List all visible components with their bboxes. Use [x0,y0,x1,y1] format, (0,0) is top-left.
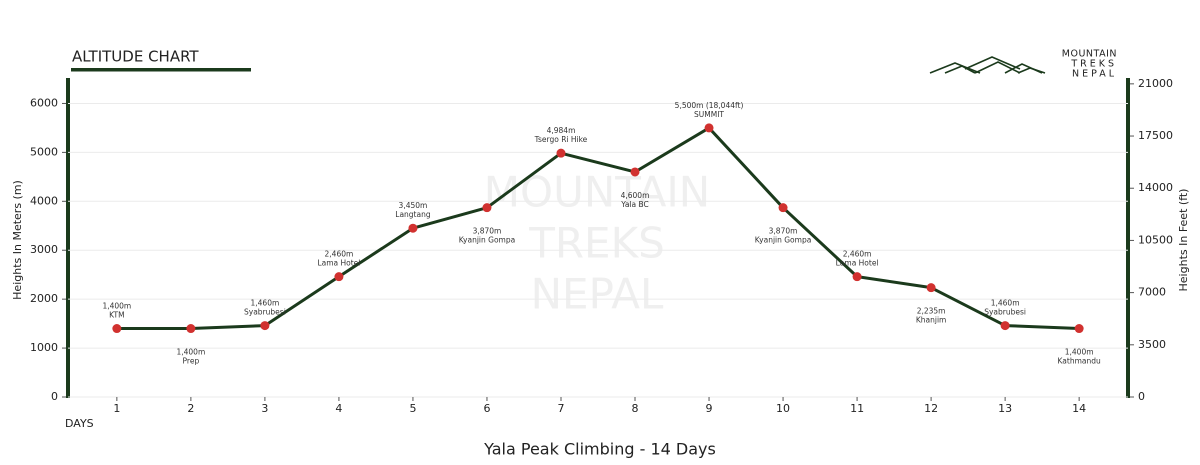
y-tick-label: 6000 [30,96,58,109]
point-label: Langtang [395,210,431,219]
data-point [260,321,270,331]
y-tick-label: 4000 [30,194,58,207]
data-point [186,324,196,334]
value-label: 2,460m [843,250,872,259]
y2-axis-label: Heights In Feet (ft) [1177,189,1190,292]
watermark-text: MOUNTAIN [484,168,710,217]
y-tick-label: 5000 [30,145,58,158]
title-underline [71,68,251,72]
y2-tick-label: 21000 [1138,77,1173,90]
point-label: Kyanjin Gompa [755,236,812,245]
value-label: 4,600m [621,191,650,200]
brand-line: TREKS [1070,59,1117,70]
data-point [482,203,492,213]
y-axis-label: Heights In Meters (m) [11,180,24,300]
logo-mountains [929,56,1046,74]
point-label: Kathmandu [1058,357,1101,366]
value-label: 1,460m [991,299,1020,308]
point-label: SUMMIT [694,110,724,119]
y2-tick-label: 7000 [1138,286,1166,299]
series-line [116,126,1080,331]
brand-line: NEPAL [1072,69,1117,80]
y2-tick-label: 14000 [1138,181,1173,194]
watermark-text: NEPAL [531,270,664,319]
x-tick-label: 5 [409,402,416,415]
value-label: 2,460m [325,250,354,259]
value-label: 2,235m [917,307,946,316]
y2-tick-label: 17500 [1138,129,1173,142]
x-tick-label: 2 [187,402,194,415]
value-label: 5,500m (18,044ft) [675,101,744,110]
y-tick-label: 2000 [30,292,58,305]
brand-line: MOUNTAIN [1062,49,1117,60]
x-tick-label: 13 [998,402,1012,415]
point-label: Lama Hotel [317,259,360,268]
x-tick-label: 11 [850,402,864,415]
y-tick-label: 3000 [30,243,58,256]
point-label: Kyanjin Gompa [459,236,516,245]
data-point [852,272,862,282]
y2-tick-label: 3500 [1138,338,1166,351]
y2-tick-label: 0 [1138,390,1145,403]
data-point [556,148,566,158]
x-tick-label: 1 [113,402,120,415]
x-tick-label: 9 [706,402,713,415]
data-point [630,167,640,177]
point-label: Yala BC [620,200,648,209]
chart-subtitle: Yala Peak Climbing - 14 Days [483,440,716,459]
x-tick-label: 14 [1072,402,1086,415]
right-axis-bar [1126,78,1130,398]
y-tick-label: 0 [51,390,58,403]
left-axis-bar [66,78,70,398]
point-label: Syabrubesi [984,308,1026,317]
point-label: Prep [183,357,200,366]
value-label: 3,870m [473,227,502,236]
y-tick-label: 1000 [30,341,58,354]
point-label: Lama Hotel [836,259,879,268]
point-label: Tsergo Ri Hike [534,135,588,144]
x-tick-label: 4 [335,402,342,415]
x-axis-label: DAYS [65,417,94,430]
value-label: 1,400m [102,302,131,311]
point-label: KTM [109,311,124,320]
data-point [704,123,714,133]
data-point [778,203,788,213]
value-label: 3,450m [399,201,428,210]
data-point [112,324,122,334]
value-label: 4,984m [547,126,576,135]
data-point [1074,324,1084,334]
point-label: Khanjim [916,316,947,325]
x-tick-label: 3 [261,402,268,415]
data-point [926,283,936,293]
x-tick-label: 6 [483,402,490,415]
data-point [1000,321,1010,331]
y2-tick-label: 10500 [1138,233,1173,246]
data-point [408,223,418,233]
value-label: 1,400m [1065,348,1094,357]
chart-title: ALTITUDE CHART [72,48,199,66]
point-label: Syabrubesi [244,308,286,317]
x-tick-label: 12 [924,402,938,415]
watermark-text: TREKS [528,219,665,268]
value-label: 3,870m [769,227,798,236]
value-label: 1,400m [176,348,205,357]
value-label: 1,460m [251,299,280,308]
x-tick-label: 7 [557,402,564,415]
x-tick-label: 8 [632,402,639,415]
x-tick-label: 10 [776,402,790,415]
data-point [334,272,344,282]
